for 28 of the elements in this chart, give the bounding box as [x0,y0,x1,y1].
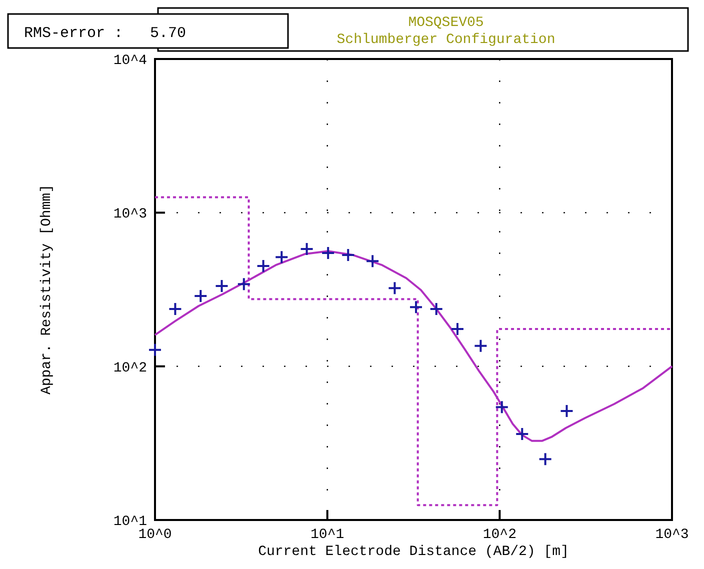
point [321,246,336,260]
point [366,254,380,268]
point [409,300,424,314]
point [474,338,488,353]
point [168,302,182,316]
y-tick-label: 10^3 [113,206,147,223]
x-axis-title: Current Electrode Distance (AB/2) [m] [258,544,569,560]
x-tick-label: 10^1 [310,527,344,543]
x-tick-label: 10^0 [138,527,172,543]
y-axis-title: Appar. Resistivity [Ohmm] [39,184,55,395]
chart-title: MOSQSEV05 [408,15,484,31]
chart-subtitle: Schlumberger Configuration [336,32,556,48]
point [300,242,314,256]
point [450,322,464,336]
point [256,258,270,273]
y-tick-label: 10^4 [113,53,147,69]
x-tick-label: 10^3 [655,527,689,543]
point [429,302,444,316]
x-tick-label: 10^2 [482,527,516,543]
point [388,281,402,296]
point [538,452,552,466]
point [494,400,509,414]
point [560,404,574,418]
y-tick-label: 10^2 [113,360,147,376]
point [515,426,530,441]
text: RMS-error : 5.70 [24,25,186,42]
point [148,342,162,357]
y-tick-label: 10^1 [113,514,147,530]
